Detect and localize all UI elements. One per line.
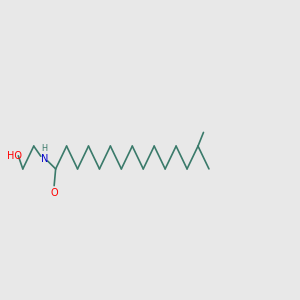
Text: HO: HO [7,151,22,161]
Text: N: N [41,154,48,164]
Text: O: O [50,188,58,197]
Text: H: H [42,144,48,153]
